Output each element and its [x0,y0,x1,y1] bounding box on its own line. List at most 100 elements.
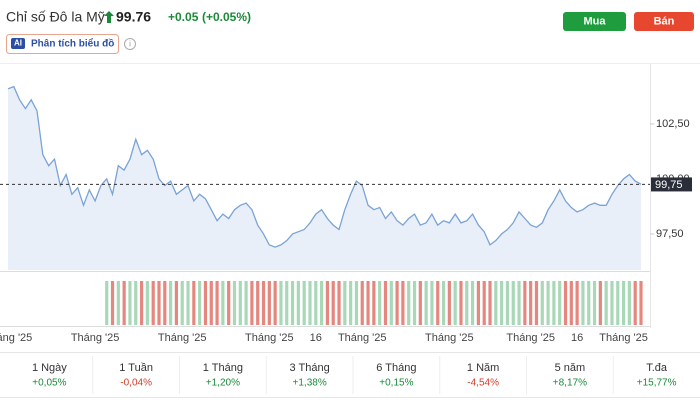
last-price-label: 99,75 [655,179,683,191]
x-tick-label: 16 [310,332,322,344]
volume-bar [441,281,446,325]
volume-bar [424,281,428,325]
volume-bar [412,281,417,325]
volume-bar [221,281,225,325]
volume-bar [116,281,120,325]
ai-button[interactable] [6,34,119,54]
volume-bar [563,281,568,325]
volume-bar [453,281,457,325]
volume-bar [192,281,196,325]
volume-bar [517,281,521,325]
volume-bar [500,281,504,325]
volume-bar [261,281,266,325]
volume-bar [523,281,527,325]
volume-bar [540,281,544,325]
volume-bar [360,281,364,325]
volume-bar [145,281,149,325]
volume-bar [122,281,126,325]
x-tick-label: Tháng '25 [425,332,474,344]
up-arrow [104,11,114,23]
volume-bar [639,281,643,325]
volume-bar [139,281,144,325]
x-tick-label: Tháng '25 [0,332,32,344]
period-cell[interactable] [266,354,353,396]
volume-bar [209,281,213,325]
y-tick-label: 102,50 [656,118,690,130]
period-cell[interactable] [6,354,93,396]
price: 99.76 [116,9,151,25]
period-cell[interactable] [353,354,440,396]
area [8,86,641,270]
volume-bar [285,281,289,325]
period-label: 1 Năm [467,362,499,374]
x-tick-label: Tháng '25 [71,332,120,344]
period-cell[interactable] [93,354,180,396]
volume-bar [529,281,533,325]
volume-bar [575,281,579,325]
info-icon[interactable] [124,38,136,50]
period-label: 1 Tuần [119,362,153,374]
volume-bar [279,281,283,325]
volume-bar [482,281,486,325]
volume-bar [401,281,405,325]
ai-badge [11,38,25,49]
volume-bar [604,281,608,325]
volume-bar [418,281,422,325]
volume-bar [494,281,498,325]
volume-bar [598,281,602,325]
volume-bar [319,281,324,325]
period-change: +1,20% [206,378,240,389]
volume-bar [447,281,451,325]
volume-bar [552,281,556,325]
volume-bar [546,281,550,325]
volume-bar [163,281,167,325]
volume-bar [389,281,393,325]
period-cell[interactable] [440,354,527,396]
volume-bar [314,281,318,325]
volume-bar [331,281,335,325]
volume-bar [215,281,219,325]
volume-bar [465,281,469,325]
volume-bar [232,281,237,325]
volume-bar [256,281,260,325]
volume-bar [325,281,330,325]
change-pct: (+0.05%) [202,10,251,24]
ai-badge-text: AI [14,39,22,48]
sell-label[interactable]: Bán [654,15,675,27]
volume-bar [296,281,300,325]
x-tick-label: Tháng '25 [158,332,207,344]
volume-bar [267,281,271,325]
period-label: 5 năm [555,362,586,374]
ai-label[interactable]: Phân tích biểu đồ [31,38,114,50]
volume-bar [616,281,620,325]
period-change: +8,17% [553,378,587,389]
volume-bar [180,281,184,325]
volume-bar [627,281,631,325]
volume-bar [203,281,208,325]
volume-bar [470,281,475,325]
volume-bar [430,281,434,325]
buy-button[interactable] [563,12,626,31]
volume-bar [273,281,277,325]
volume-bar [354,281,359,325]
period-label: 6 Tháng [376,362,416,374]
volume-bar [169,281,173,325]
volume-bar [366,281,370,325]
volume-bar [238,281,242,325]
period-change: +1,38% [293,378,327,389]
period-change: +0,05% [32,378,66,389]
period-cell[interactable] [613,354,700,396]
volume-bar [581,281,585,325]
info-i: i [129,40,131,49]
volume-bar [372,281,376,325]
period-cell[interactable] [180,354,267,396]
sell-button[interactable] [634,12,694,31]
x-tick-label: Tháng '25 [506,332,555,344]
volume-bar [534,281,539,325]
volume-bar [505,281,510,325]
buy-label[interactable]: Mua [584,15,607,27]
volume-bar [395,281,399,325]
volume-bar [227,281,231,325]
volume-bar [378,281,382,325]
period-cell[interactable] [527,354,614,396]
